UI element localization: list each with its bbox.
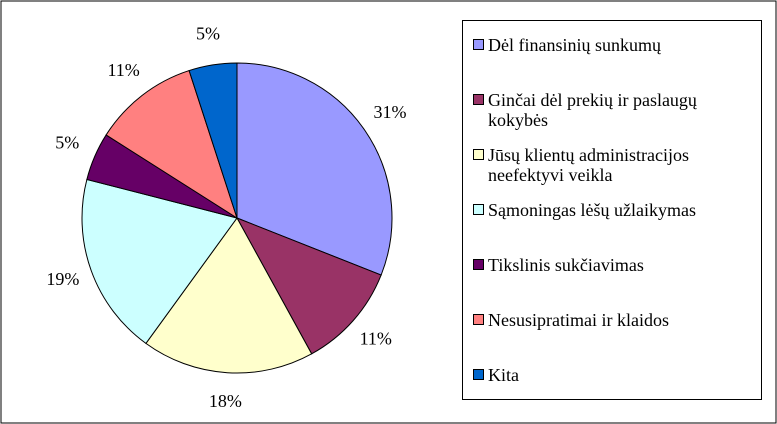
legend-item: Jūsų klientų administracijos neefektyvi … (473, 145, 758, 185)
legend-item: Ginčai dėl prekių ir paslaugų kokybės (473, 90, 758, 130)
legend-item: Tikslinis sukčiavimas (473, 255, 758, 275)
legend-label: Jūsų klientų administracijos neefektyvi … (488, 145, 689, 185)
legend: Dėl finansinių sunkumų Ginčai dėl prekių … (462, 20, 762, 400)
data-label: 31% (374, 102, 407, 122)
data-label: 18% (209, 391, 242, 411)
data-label: 5% (55, 133, 79, 153)
legend-swatch (473, 259, 484, 270)
legend-swatch (473, 204, 484, 215)
pie-slice (235, 217, 382, 355)
legend-swatch (473, 369, 484, 380)
legend-swatch (473, 314, 484, 325)
legend-label: Sąmoningas lėšų užlaikymas (488, 200, 696, 220)
pie-slice (236, 62, 393, 276)
pie-slice (81, 178, 238, 345)
legend-swatch (473, 94, 484, 105)
data-label: 19% (46, 269, 79, 289)
legend-label: Dėl finansinių sunkumų (488, 35, 661, 55)
legend-swatch (473, 149, 484, 160)
legend-item: Dėl finansinių sunkumų (473, 35, 758, 55)
legend-label: Tikslinis sukčiavimas (488, 255, 644, 275)
legend-item: Sąmoningas lėšų užlaikymas (473, 200, 758, 220)
legend-item: Nesusipratimai ir klaidos (473, 310, 758, 330)
data-label: 11% (360, 328, 392, 348)
pie-slice (105, 69, 238, 220)
legend-label: Nesusipratimai ir klaidos (488, 310, 669, 330)
pie-slice (188, 62, 238, 219)
legend-label: Kita (488, 365, 519, 385)
data-label: 5% (196, 23, 220, 43)
data-label: 11% (107, 60, 139, 80)
legend-label: Ginčai dėl prekių ir paslaugų kokybės (488, 90, 697, 130)
pie-slice (145, 217, 313, 374)
legend-swatch (473, 39, 484, 50)
legend-item: Kita (473, 365, 758, 385)
